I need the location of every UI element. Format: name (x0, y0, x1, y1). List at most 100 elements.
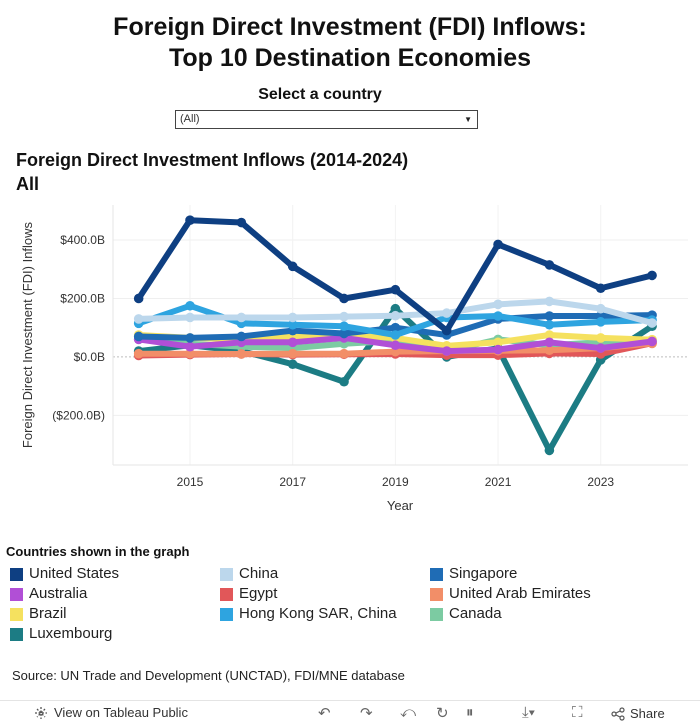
legend-label: United States (29, 565, 120, 582)
legend-item[interactable]: Canada (430, 605, 502, 623)
data-point (236, 331, 247, 342)
data-point (236, 312, 247, 323)
share-label: Share (630, 706, 665, 721)
share-button[interactable]: Share (611, 706, 665, 721)
data-point (595, 333, 606, 343)
legend-label: Canada (449, 605, 502, 622)
data-point (339, 348, 349, 359)
data-point (339, 311, 349, 322)
country-filter-value: (All) (180, 113, 200, 125)
y-tick-label: $400.0B (60, 233, 105, 247)
data-point (595, 317, 606, 327)
data-point (287, 319, 298, 330)
data-point (441, 308, 452, 318)
view-on-tableau-label: View on Tableau Public (54, 705, 188, 720)
y-tick-label: $0.0B (74, 350, 105, 364)
legend-swatch (430, 567, 443, 581)
data-point (185, 215, 195, 225)
dropdown-arrow-icon: ▼ (464, 115, 472, 124)
dashboard-title: Foreign Direct Investment (FDI) Inflows:… (0, 12, 700, 74)
data-point (493, 299, 503, 310)
data-point (287, 348, 298, 359)
legend-item[interactable]: Singapore (430, 565, 517, 583)
pause-icon[interactable]: ⏸ (466, 704, 474, 721)
legend-item[interactable]: Brazil (10, 605, 67, 623)
legend-label: China (239, 565, 279, 582)
data-point (339, 321, 349, 332)
legend-swatch (10, 567, 23, 581)
data-point (441, 346, 452, 356)
x-tick-label: 2023 (587, 475, 614, 489)
legend-item[interactable]: United Arab Emirates (430, 585, 591, 603)
data-point (287, 359, 298, 370)
data-point (287, 312, 298, 323)
x-tick-label: 2019 (382, 475, 409, 489)
refresh-icon[interactable]: ↻ (436, 705, 449, 722)
legend-label: United Arab Emirates (449, 585, 591, 602)
data-point (287, 261, 298, 272)
revert-icon[interactable]: ⤺ (400, 704, 417, 721)
legend-swatch (10, 627, 23, 641)
data-point (133, 331, 144, 342)
legend-label: Hong Kong SAR, China (239, 605, 397, 622)
title-line-1: Foreign Direct Investment (FDI) Inflows: (113, 13, 587, 41)
chart-title: Foreign Direct Investment Inflows (2014-… (16, 148, 408, 196)
series-united-states (133, 215, 657, 336)
download-icon[interactable]: ⤓▾ (522, 704, 535, 721)
x-tick-label: 2015 (177, 475, 204, 489)
legend-title: Countries shown in the graph (6, 544, 190, 559)
data-point (133, 293, 144, 304)
share-icon (611, 706, 625, 721)
source-note: Source: UN Trade and Development (UNCTAD… (12, 668, 405, 683)
legend-item[interactable]: Luxembourg (10, 625, 112, 643)
legend-item[interactable]: United States (10, 565, 119, 583)
chart-title-line-1: Foreign Direct Investment Inflows (2014-… (16, 150, 409, 170)
data-point (390, 303, 401, 314)
tableau-toolbar: View on Tableau Public ↶ ↷ ⤺ ↻ ⏸ ⤓▾ ⛶ Sh… (0, 700, 700, 728)
data-point (544, 445, 555, 456)
country-filter-dropdown[interactable]: (All) ▼ (175, 110, 478, 129)
data-point (390, 330, 401, 340)
redo-icon[interactable]: ↷ (360, 705, 373, 722)
legend-label: Luxembourg (29, 625, 113, 642)
data-point (236, 349, 247, 359)
y-axis-title: Foreign Direct Investment (FDI) Inflows (20, 221, 35, 448)
data-point (441, 325, 452, 336)
legend-label: Egypt (239, 585, 278, 602)
legend-swatch (10, 607, 23, 621)
data-point (544, 330, 555, 340)
data-point (390, 310, 401, 321)
data-point (133, 348, 144, 359)
legend-swatch (220, 567, 233, 581)
data-point (493, 239, 503, 250)
legend-label: Brazil (29, 605, 67, 622)
view-on-tableau-link[interactable]: View on Tableau Public (34, 705, 188, 720)
data-point (390, 284, 401, 295)
legend-item[interactable]: Egypt (220, 585, 277, 603)
legend-label: Australia (29, 585, 88, 602)
fdi-line-chart[interactable]: $400.0B $200.0B $0.0B ($200.0B) 2015 2017 2019… (0, 195, 700, 525)
data-point (493, 311, 503, 321)
data-point (544, 337, 555, 348)
data-point (544, 319, 555, 330)
y-tick-label: $200.0B (60, 291, 105, 305)
data-point (185, 341, 195, 352)
undo-icon[interactable]: ↶ (318, 705, 331, 722)
data-point (185, 312, 195, 323)
legend-item[interactable]: Australia (10, 585, 87, 603)
data-point (595, 283, 606, 294)
data-point (236, 217, 247, 228)
data-point (595, 343, 606, 353)
fullscreen-icon[interactable]: ⛶ (572, 704, 583, 721)
legend-swatch (220, 587, 233, 601)
legend-item[interactable]: Hong Kong SAR, China (220, 605, 397, 623)
data-point (647, 318, 657, 328)
title-line-2: Top 10 Destination Economies (168, 44, 532, 72)
y-tick-label: ($200.0B) (52, 408, 105, 422)
data-point (493, 344, 503, 355)
legend-item[interactable]: China (220, 565, 278, 583)
data-point (544, 260, 555, 270)
data-point (390, 322, 401, 333)
legend-swatch (430, 587, 443, 601)
x-tick-label: 2021 (485, 475, 512, 489)
